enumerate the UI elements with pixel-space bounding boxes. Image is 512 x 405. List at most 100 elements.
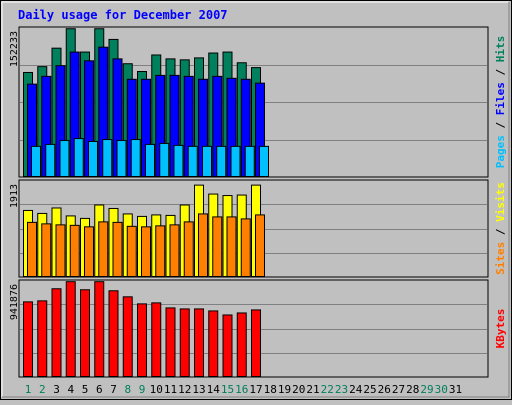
hits-files-pages-bar-pages [259, 145, 269, 177]
visits-sites-bar-sites [126, 225, 137, 278]
chart-title: Daily usage for December 2007 [18, 8, 228, 22]
kbytes-bar-kbytes [37, 300, 48, 377]
x-tick-label: 18 [264, 383, 277, 396]
kbytes-bar-kbytes [108, 290, 119, 377]
x-tick-label: 16 [235, 383, 248, 396]
x-tick-label: 30 [435, 383, 448, 396]
x-tick-label: 29 [420, 383, 433, 396]
kbytes-bar-kbytes [251, 309, 261, 377]
visits-sites-bar-sites [27, 221, 37, 277]
hits-files-pages-bar-pages [187, 145, 198, 177]
visits-sites-bar-sites [212, 216, 223, 277]
x-tick-label: 1 [25, 383, 32, 396]
x-tick-label: 24 [349, 383, 363, 396]
x-tick-label: 12 [178, 383, 191, 396]
x-tick-label: 4 [67, 383, 74, 396]
kbytes-bar-kbytes [65, 281, 76, 377]
hits-files-pages-bar-pages [88, 141, 98, 178]
kbytes-bar-kbytes [94, 281, 105, 377]
visits-sites-bar-sites [112, 221, 123, 277]
hits-files-pages-bar-pages [202, 145, 212, 177]
visits-sites-legend: Sites / Visits [494, 182, 507, 275]
visits-sites-bar-sites [141, 226, 151, 278]
x-tick-label: 6 [96, 383, 103, 396]
x-tick-label: 5 [82, 383, 89, 396]
hits-files-pages-bar-pages [173, 144, 184, 178]
kbytes-bar-kbytes [137, 303, 147, 377]
hits-files-pages-legend: Pages / Files / Hits [494, 36, 507, 169]
x-tick-label: 8 [124, 383, 131, 396]
legend-kbytes: KBytes [494, 309, 507, 349]
visits-sites-bar-sites [255, 214, 265, 277]
hits-files-pages-bar-pages [59, 140, 70, 177]
legend-hits: Hits [494, 36, 507, 63]
kbytes-bar-kbytes [194, 308, 204, 377]
hits-files-pages-bar-pages [45, 143, 56, 178]
kbytes-bar-kbytes [222, 314, 233, 377]
visits-sites-bar-sites [240, 218, 251, 278]
hits-files-pages-bar-pages [31, 145, 41, 177]
hits-files-pages-ymax-label: 152233 [9, 31, 20, 67]
visits-sites-bar-sites [169, 224, 180, 278]
x-tick-label: 22 [321, 383, 334, 396]
visits-sites-bar-sites [98, 221, 109, 278]
hits-files-pages-bar-pages [102, 139, 113, 177]
hits-files-pages-bar-pages [73, 138, 84, 178]
kbytes-bar-kbytes [165, 307, 176, 378]
x-tick-label: 26 [378, 383, 391, 396]
hits-files-pages-bar-pages [116, 140, 127, 177]
x-tick-label: 7 [110, 383, 117, 396]
x-tick-label: 17 [249, 383, 262, 396]
visits-sites-bar-sites [226, 216, 237, 277]
hits-files-pages-bar-pages [130, 139, 141, 177]
visits-sites-bar-sites [183, 221, 194, 278]
hits-files-pages-bar-pages [244, 145, 255, 177]
legend-visits: Visits [494, 182, 507, 222]
legend-files: Files [494, 82, 507, 115]
kbytes-bar-kbytes [23, 301, 33, 377]
x-tick-label: 14 [207, 383, 221, 396]
hits-files-pages-bar-pages [159, 142, 170, 177]
x-tick-label: 11 [164, 383, 177, 396]
x-tick-label: 25 [363, 383, 376, 396]
x-tick-label: 23 [335, 383, 348, 396]
x-tick-label: 27 [392, 383, 405, 396]
x-tick-label: 19 [278, 383, 291, 396]
frame-shadow [2, 2, 510, 398]
visits-sites-ymax-label: 1913 [9, 184, 20, 208]
kbytes-bar-kbytes [179, 308, 190, 377]
x-tick-label: 31 [449, 383, 462, 396]
visits-sites-bar-sites [155, 225, 166, 277]
hits-files-pages-bar-pages [216, 145, 227, 177]
legend-separator: / [494, 115, 507, 135]
legend-separator: / [494, 222, 507, 242]
legend-separator: / [494, 62, 507, 82]
x-tick-label: 13 [192, 383, 205, 396]
x-tick-label: 3 [53, 383, 60, 396]
x-tick-label: 15 [221, 383, 234, 396]
x-tick-label: 28 [406, 383, 419, 396]
kbytes-ymax-label: 941876 [9, 284, 20, 320]
legend-pages: Pages [494, 135, 507, 168]
x-tick-label: 2 [39, 383, 46, 396]
kbytes-bar-kbytes [208, 310, 219, 378]
visits-sites-bar-sites [84, 226, 94, 278]
visits-sites-bar-sites [55, 224, 66, 278]
x-tick-label: 20 [292, 383, 305, 396]
x-tick-label: 10 [150, 383, 163, 396]
visits-sites-bar-sites [41, 223, 52, 277]
x-tick-label: 9 [139, 383, 146, 396]
frame-highlight [1, 1, 509, 397]
kbytes-bar-kbytes [122, 296, 133, 378]
kbytes-bar-kbytes [80, 289, 90, 377]
x-tick-label: 21 [306, 383, 319, 396]
legend-sites: Sites [494, 242, 507, 275]
hits-files-pages-bar-pages [230, 145, 241, 177]
kbytes-bar-kbytes [151, 302, 162, 378]
kbytes-legend: KBytes [494, 309, 507, 349]
kbytes-bar-kbytes [236, 312, 247, 377]
visits-sites-bar-sites [69, 224, 80, 277]
visits-sites-bar-sites [198, 213, 208, 277]
